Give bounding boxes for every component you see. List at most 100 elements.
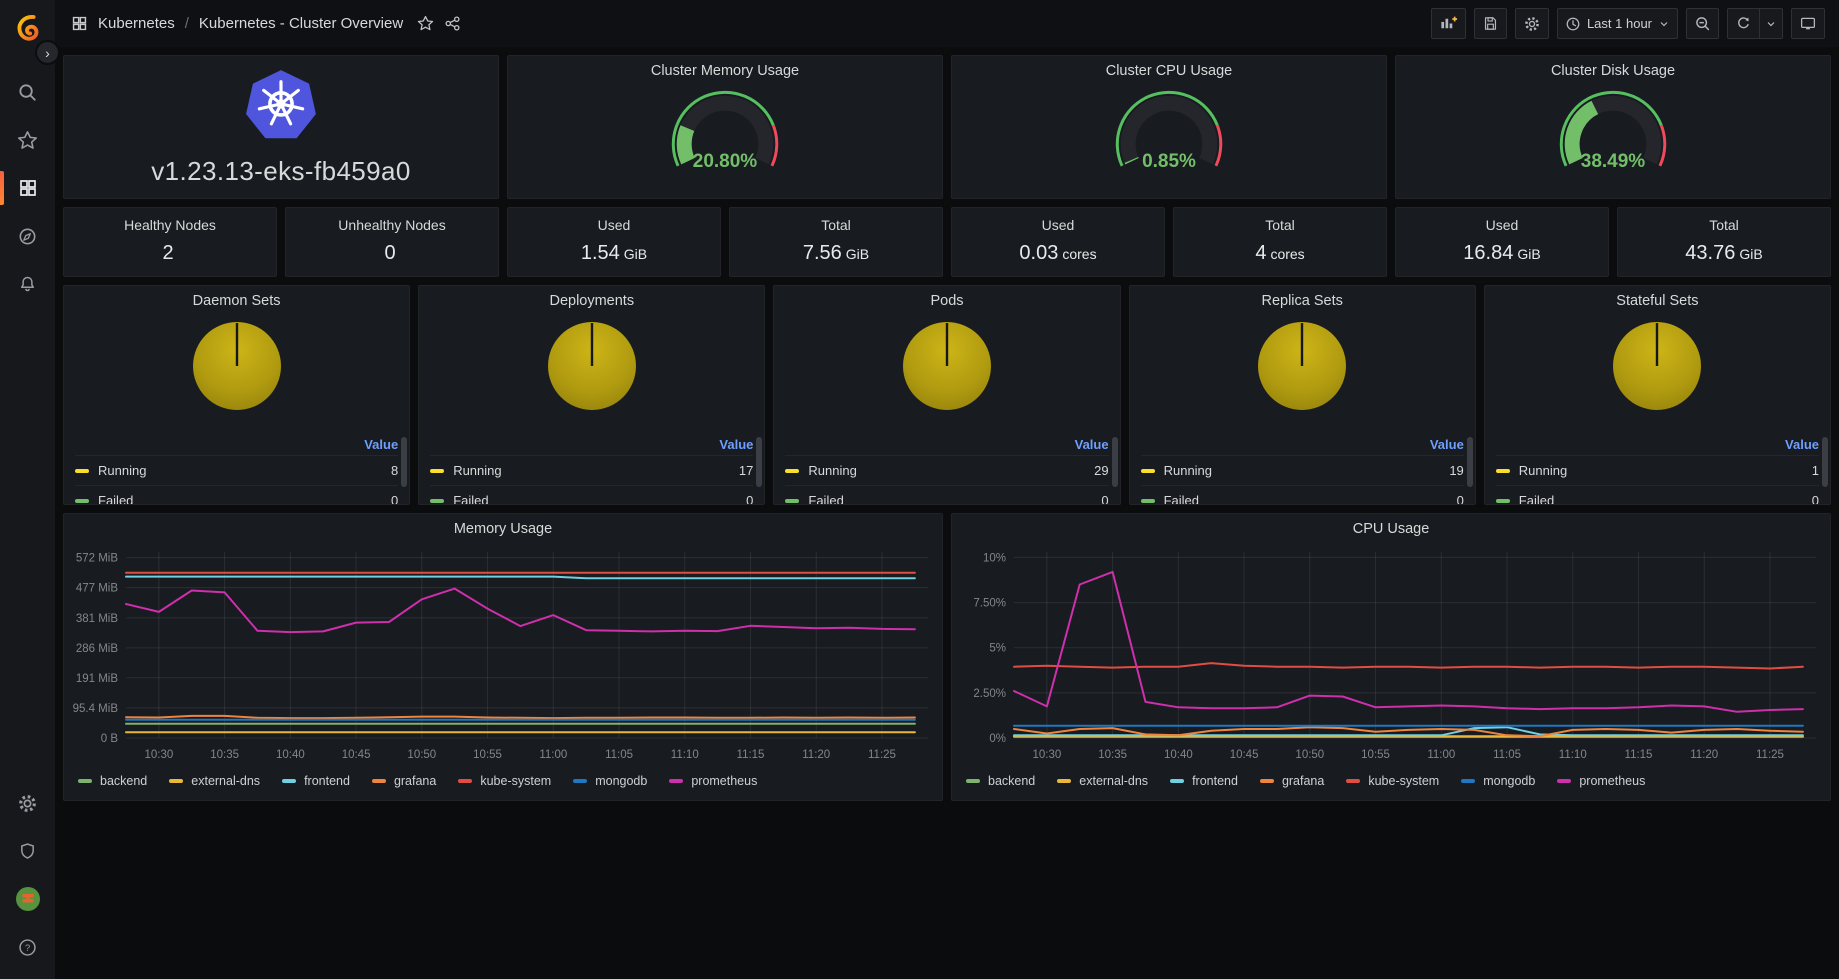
dashboard-settings-button[interactable] — [1514, 8, 1549, 39]
sidebar-item-explore[interactable] — [0, 212, 55, 260]
panel-title[interactable]: Cluster CPU Usage — [1105, 63, 1233, 79]
legend-row-failed[interactable]: Failed 0 — [1140, 486, 1464, 504]
legend-row-running[interactable]: Running 17 — [430, 456, 754, 486]
stat-title[interactable]: Total — [1265, 217, 1295, 233]
legend-item-mongodb[interactable]: mongodb — [573, 774, 647, 788]
legend-item-frontend[interactable]: frontend — [282, 774, 350, 788]
grafana-flame-icon — [17, 15, 38, 41]
sidebar-item-starred[interactable] — [0, 116, 55, 164]
svg-text:0 B: 0 B — [101, 733, 119, 745]
series-dash — [1259, 779, 1274, 783]
kubernetes-logo — [246, 69, 316, 138]
svg-text:10:35: 10:35 — [210, 749, 239, 761]
time-zoom-out-button[interactable] — [1686, 8, 1719, 39]
sidebar-item-alerting[interactable] — [0, 260, 55, 308]
add-panel-button[interactable] — [1430, 8, 1466, 39]
panel-title[interactable]: Daemon Sets — [192, 293, 281, 309]
series-dash — [1461, 779, 1476, 783]
legend-value-header[interactable]: Value — [1785, 437, 1819, 452]
panel-title[interactable]: Cluster Disk Usage — [1550, 63, 1676, 79]
sidebar-item-dashboards[interactable] — [0, 164, 55, 212]
legend-item-frontend[interactable]: frontend — [1170, 774, 1238, 788]
svg-text:11:15: 11:15 — [737, 749, 765, 761]
legend-row-running[interactable]: Running 19 — [1140, 456, 1464, 486]
legend-item-kube-system[interactable]: kube-system — [458, 774, 551, 788]
breadcrumb-folder[interactable]: Kubernetes — [98, 15, 175, 32]
scrollbar-thumb[interactable] — [1822, 437, 1828, 487]
stat-title[interactable]: Total — [1709, 217, 1739, 233]
legend-row-failed[interactable]: Failed 0 — [75, 486, 398, 504]
stat-title[interactable]: Healthy Nodes — [124, 217, 216, 233]
sidebar-item-profile[interactable] — [0, 875, 55, 923]
clock-icon — [1566, 17, 1580, 30]
dashboards-grid-icon — [19, 180, 36, 196]
legend-row-running[interactable]: Running 8 — [75, 456, 399, 486]
stat-title[interactable]: Unhealthy Nodes — [338, 217, 446, 233]
cycle-view-mode-button[interactable] — [1791, 8, 1825, 39]
legend-item-backend[interactable]: backend — [78, 774, 147, 788]
cpu-usage-plot[interactable]: 0% 2.50% 5% 7.50% 10% 10:30 10:35 10:40 10:45 10:… — [952, 542, 1830, 768]
series-name: grafana — [393, 774, 437, 788]
sidebar-expand-button[interactable]: › — [35, 40, 60, 65]
legend-row-failed[interactable]: Failed 0 — [785, 486, 1109, 504]
panel-title[interactable]: Stateful Sets — [1616, 293, 1699, 309]
stat-title[interactable]: Used — [1485, 217, 1519, 233]
gauge-value: 20.80% — [692, 151, 758, 172]
legend-row-failed[interactable]: Failed 0 — [430, 486, 753, 504]
scrollbar-thumb[interactable] — [1111, 437, 1118, 487]
memory-usage-plot[interactable]: 0 B 95.4 MiB 191 MiB 286 MiB 381 MiB 477 MiB 5… — [64, 542, 942, 768]
panel-cpu-usage-chart: CPU Usage 0% 2.50% 5% 7.50% 10% 10:30 10:35 10:… — [951, 513, 1831, 801]
legend-item-external-dns[interactable]: external-dns — [1057, 774, 1148, 788]
refresh-button[interactable] — [1727, 8, 1759, 39]
legend-row-running[interactable]: Running 29 — [785, 456, 1109, 486]
sidebar-item-search[interactable] — [0, 68, 55, 116]
grafana-logo[interactable] — [0, 2, 55, 54]
series-dash — [430, 498, 445, 503]
panel-title[interactable]: Pods — [930, 293, 964, 309]
share-icon[interactable] — [444, 15, 461, 32]
sidebar-item-server-admin[interactable] — [0, 827, 55, 875]
panel-title[interactable]: Memory Usage — [453, 521, 553, 537]
scrollbar-thumb[interactable] — [756, 437, 763, 487]
legend-item-prometheus[interactable]: prometheus — [669, 774, 757, 788]
sidebar-item-help[interactable]: ? — [0, 923, 55, 971]
legend-item-backend[interactable]: backend — [966, 774, 1035, 788]
legend-item-prometheus[interactable]: prometheus — [1557, 774, 1645, 788]
series-dash — [282, 779, 297, 783]
scrollbar-thumb[interactable] — [1466, 437, 1473, 487]
pie-chart — [419, 318, 764, 414]
legend-value-header[interactable]: Value — [1074, 437, 1109, 452]
refresh-interval-dropdown[interactable] — [1759, 8, 1783, 39]
stat-value: 7.56 GiB — [802, 242, 870, 264]
save-dashboard-button[interactable] — [1473, 8, 1507, 39]
legend-value-header[interactable]: Value — [364, 437, 399, 452]
pie-legend: Value Running 17 Failed 0 — [419, 434, 764, 504]
panel-title[interactable]: Replica Sets — [1261, 293, 1343, 309]
legend-item-grafana[interactable]: grafana — [1259, 774, 1324, 788]
legend-item-grafana[interactable]: grafana — [371, 774, 437, 788]
time-range-picker[interactable]: Last 1 hour — [1556, 8, 1678, 39]
pie-chart — [1485, 318, 1830, 414]
legend-item-kube-system[interactable]: kube-system — [1346, 774, 1439, 788]
legend-value-header[interactable]: Value — [1429, 437, 1464, 452]
panel-title[interactable]: Deployments — [549, 293, 635, 309]
legend-item-external-dns[interactable]: external-dns — [169, 774, 260, 788]
legend-row-running[interactable]: Running 1 — [1495, 456, 1819, 486]
stat-title[interactable]: Used — [1041, 217, 1075, 233]
svg-text:5%: 5% — [989, 643, 1006, 655]
svg-text:10:40: 10:40 — [1164, 749, 1193, 761]
panel-title[interactable]: Cluster Memory Usage — [650, 63, 800, 79]
stat-title[interactable]: Used — [597, 217, 631, 233]
panel-title[interactable]: CPU Usage — [1352, 521, 1430, 537]
scrollbar-thumb[interactable] — [401, 437, 408, 487]
favorite-star-icon[interactable] — [417, 15, 434, 32]
legend-item-mongodb[interactable]: mongodb — [1461, 774, 1535, 788]
legend-value-header[interactable]: Value — [719, 437, 754, 452]
series-name: external-dns — [1079, 774, 1149, 788]
refresh-icon — [1738, 17, 1749, 29]
breadcrumb-dashboard[interactable]: Kubernetes - Cluster Overview — [198, 15, 404, 32]
stat-title[interactable]: Total — [821, 217, 851, 233]
series-name: mongodb — [1483, 774, 1536, 788]
sidebar-item-settings[interactable] — [0, 779, 55, 827]
legend-row-failed[interactable]: Failed 0 — [1495, 486, 1819, 504]
